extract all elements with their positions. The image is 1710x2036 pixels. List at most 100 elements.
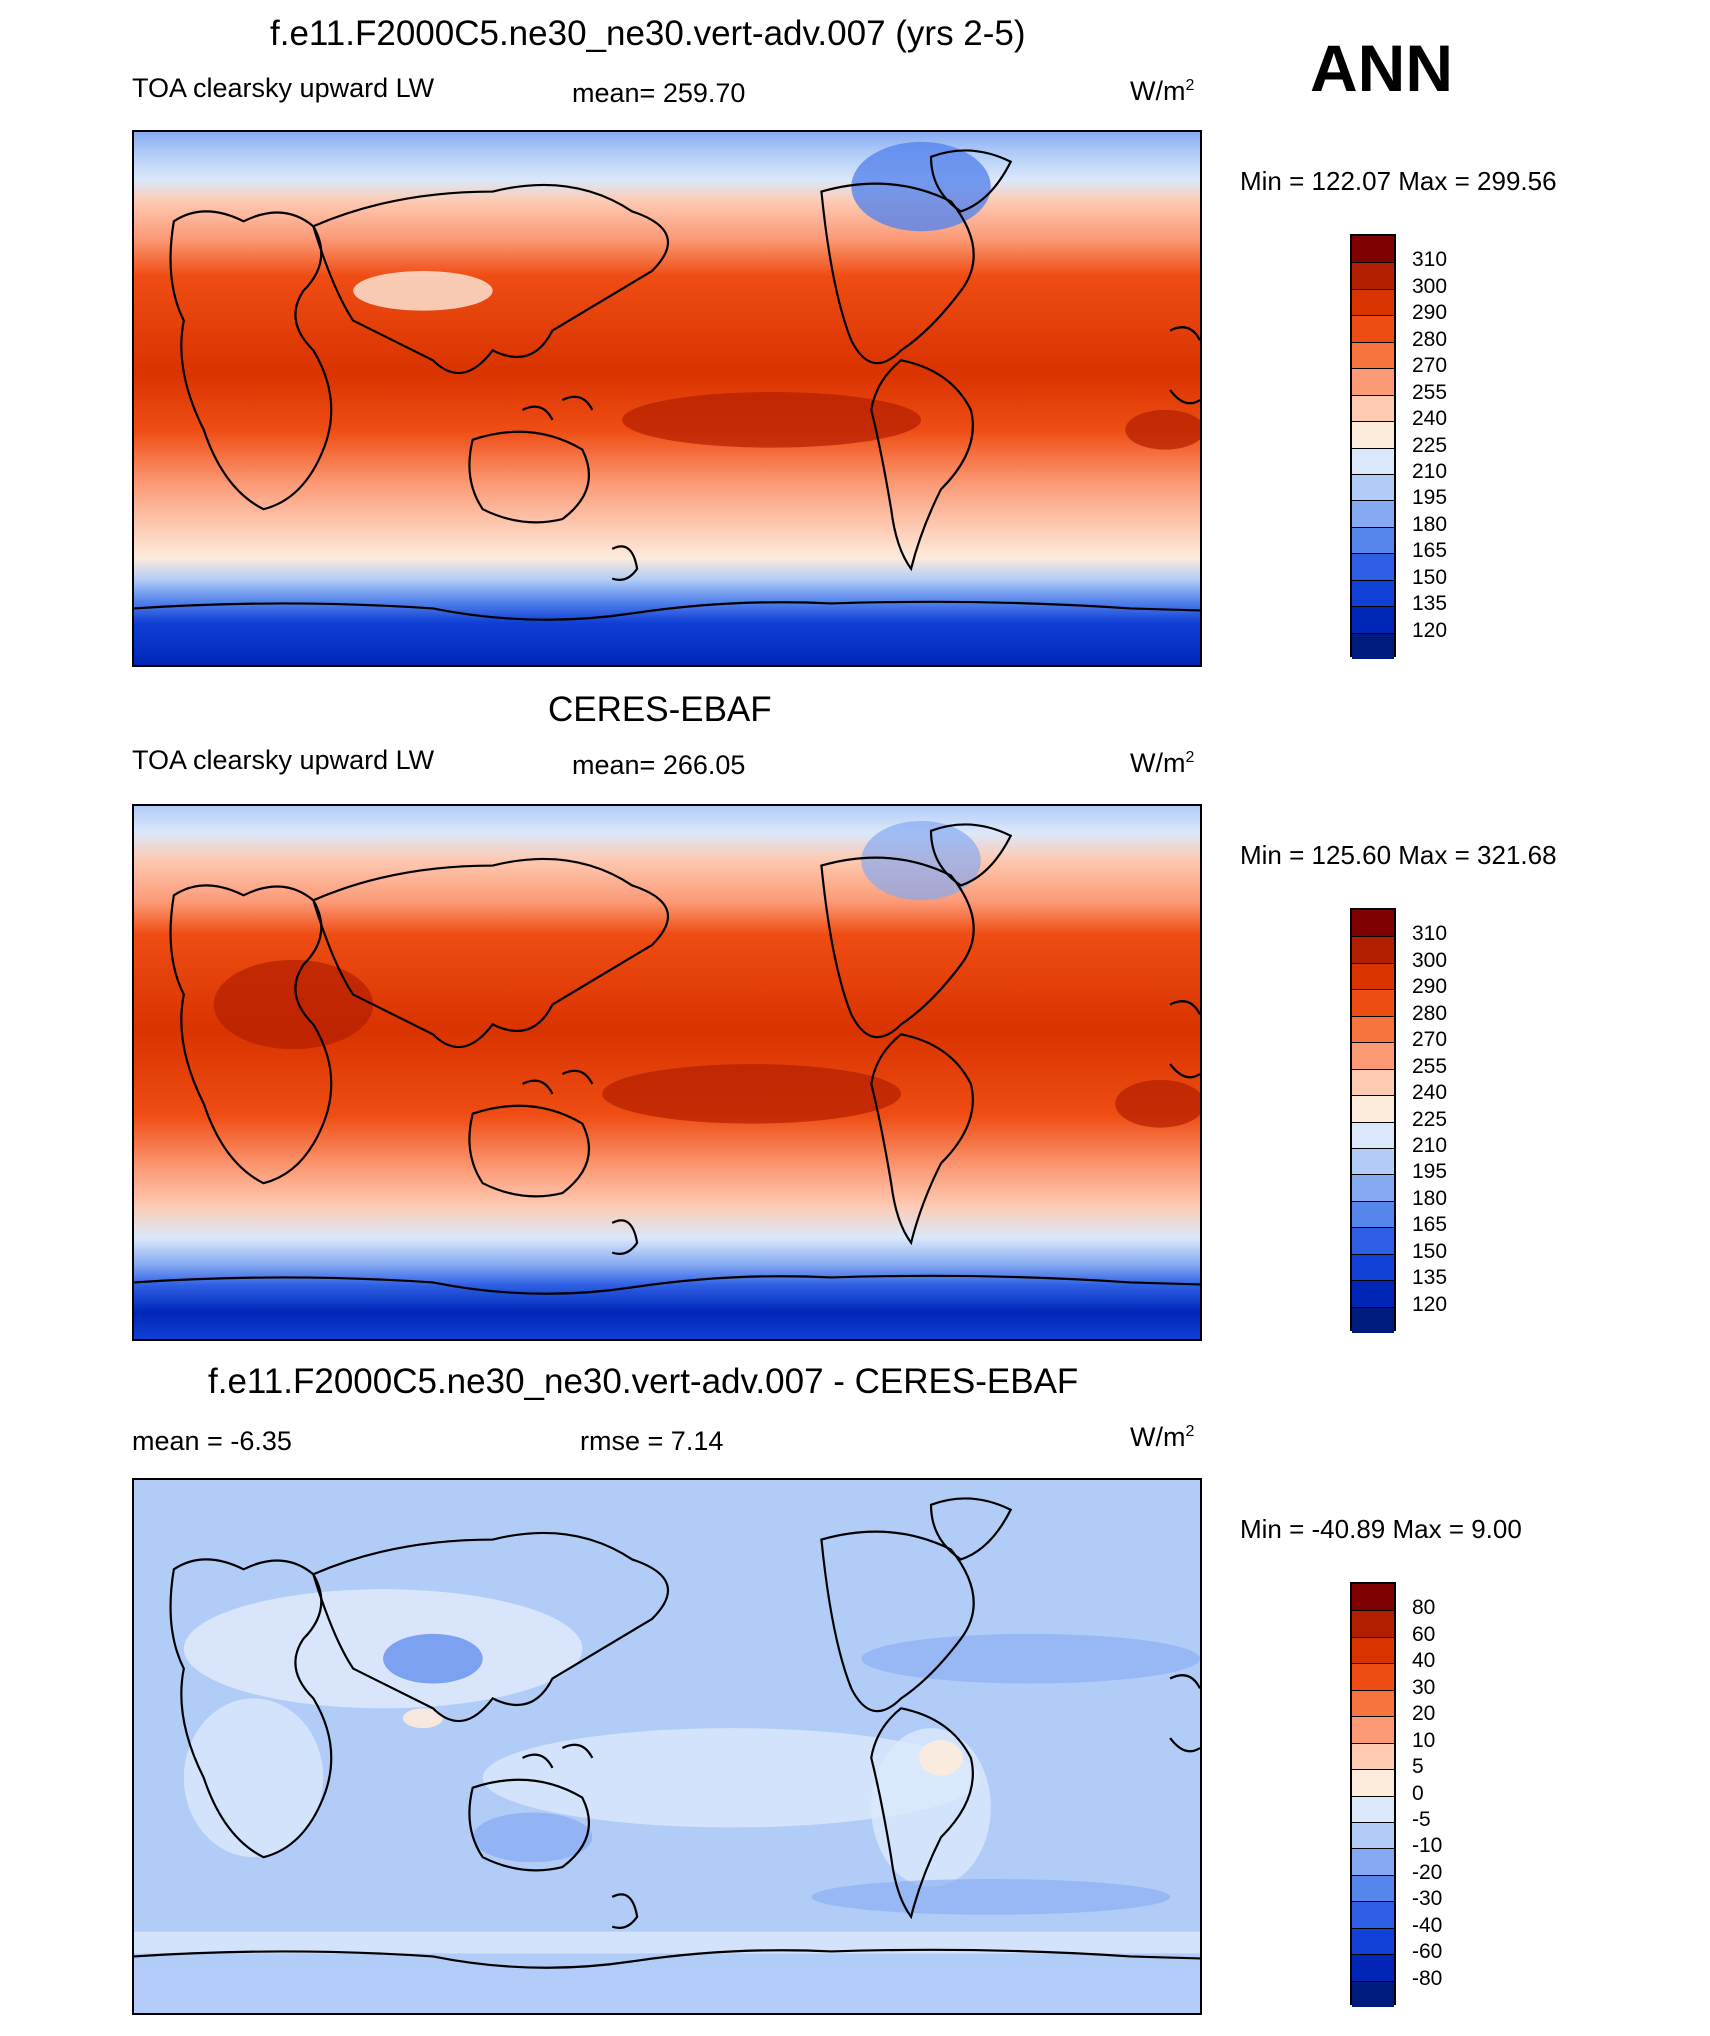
colorbar-segment: [1352, 1848, 1394, 1875]
colorbar-segment: [1352, 526, 1394, 554]
colorbar-tick-label: 60: [1412, 1622, 1436, 1646]
colorbar-tick-label: 290: [1412, 301, 1448, 325]
colorbar-tick-label: -80: [1412, 1966, 1443, 1990]
colorbar-tick-label: 80: [1412, 1596, 1436, 1620]
colorbar-tick-label: 165: [1412, 539, 1448, 563]
panel2-minmax: Min = 125.60 Max = 321.68: [1240, 840, 1557, 870]
panel1-colorbar: [1350, 234, 1396, 659]
colorbar-segment: [1352, 1663, 1394, 1690]
colorbar-tick-label: 280: [1412, 327, 1448, 351]
colorbar-tick-label: -20: [1412, 1860, 1443, 1884]
colorbar-segment: [1352, 1901, 1394, 1928]
panel1-mean-value: 259.70: [662, 78, 746, 108]
colorbar-segment: [1352, 553, 1394, 580]
panel3-units: W/m2: [1130, 1422, 1194, 1453]
colorbar-tick-label: 20: [1412, 1702, 1436, 1726]
colorbar-tick-label: 10: [1412, 1728, 1436, 1752]
colorbar-segment: [1352, 1927, 1394, 1955]
colorbar-segment: [1352, 579, 1394, 607]
panel3-rmse-value: 7.14: [670, 1426, 724, 1456]
colorbar-tick-label: 5: [1412, 1755, 1424, 1779]
colorbar-segment: [1352, 1227, 1394, 1254]
colorbar-tick-label: 180: [1412, 1186, 1448, 1210]
colorbar-segment: [1352, 1015, 1394, 1043]
colorbar-segment: [1352, 1042, 1394, 1069]
colorbar-tick-label: 120: [1412, 1292, 1448, 1316]
colorbar-segment: [1352, 500, 1394, 527]
colorbar-tick-label: 300: [1412, 948, 1448, 972]
colorbar-tick-label: 225: [1412, 1107, 1448, 1131]
colorbar-tick-label: 30: [1412, 1675, 1436, 1699]
colorbar-tick-label: 270: [1412, 1028, 1448, 1052]
colorbar-segment: [1352, 1095, 1394, 1122]
panel2-mean-label: mean=: [572, 750, 656, 780]
panel2-mean: mean= 266.05: [572, 750, 745, 781]
colorbar-segment: [1352, 1954, 1394, 1981]
colorbar-tick-label: 210: [1412, 1133, 1448, 1157]
colorbar-segment: [1352, 288, 1394, 316]
colorbar-tick-label: 255: [1412, 1054, 1448, 1078]
colorbar-tick-label: 150: [1412, 565, 1448, 589]
panel2-title: CERES-EBAF: [548, 690, 772, 729]
units-sup: 2: [1185, 77, 1195, 94]
colorbar-segment: [1352, 1795, 1394, 1822]
colorbar-segment: [1352, 606, 1394, 633]
colorbar-segment: [1352, 1636, 1394, 1664]
colorbar-tick-label: 195: [1412, 486, 1448, 510]
colorbar-segment: [1352, 341, 1394, 369]
units-text: W/m: [1130, 748, 1186, 778]
panel2-units: W/m2: [1130, 748, 1194, 779]
colorbar-segment: [1352, 447, 1394, 474]
colorbar-segment: [1352, 1280, 1394, 1307]
panel3-colorbar: [1350, 1582, 1396, 2007]
panel2-colorbar: [1350, 908, 1396, 1333]
panel3-mean: mean = -6.35: [132, 1426, 292, 1457]
colorbar-segment: [1352, 1980, 1394, 2007]
panel1-mean: mean= 259.70: [572, 78, 745, 109]
colorbar-tick-label: 40: [1412, 1649, 1436, 1673]
colorbar-segment: [1352, 1200, 1394, 1228]
colorbar-segment: [1352, 421, 1394, 448]
panel1-title: f.e11.F2000C5.ne30_ne30.vert-adv.007 (yr…: [270, 14, 1026, 53]
panel3-title: f.e11.F2000C5.ne30_ne30.vert-adv.007 - C…: [208, 1362, 1079, 1401]
colorbar-tick-label: 195: [1412, 1160, 1448, 1184]
panel3-mean-value: -6.35: [230, 1426, 292, 1456]
colorbar-tick-label: 225: [1412, 433, 1448, 457]
panel1-mean-label: mean=: [572, 78, 656, 108]
colorbar-tick-label: -5: [1412, 1807, 1431, 1831]
colorbar-tick-label: 135: [1412, 592, 1448, 616]
colorbar-tick-label: 240: [1412, 407, 1448, 431]
colorbar-segment: [1352, 1147, 1394, 1175]
colorbar-tick-label: -10: [1412, 1834, 1443, 1858]
colorbar-segment: [1352, 989, 1394, 1016]
colorbar-segment: [1352, 1068, 1394, 1096]
units-sup: 2: [1185, 749, 1195, 766]
panel3-rmse-label: rmse =: [580, 1426, 664, 1456]
colorbar-tick-label: 310: [1412, 248, 1448, 272]
colorbar-segment: [1352, 910, 1394, 937]
colorbar-segment: [1352, 1689, 1394, 1717]
units-text: W/m: [1130, 1422, 1186, 1452]
colorbar-segment: [1352, 1716, 1394, 1743]
colorbar-tick-label: 280: [1412, 1001, 1448, 1025]
panel1-units: W/m2: [1130, 76, 1194, 107]
colorbar-tick-label: 150: [1412, 1239, 1448, 1263]
panel3-minmax: Min = -40.89 Max = 9.00: [1240, 1514, 1522, 1544]
panel1-minmax: Min = 122.07 Max = 299.56: [1240, 166, 1557, 196]
colorbar-segment: [1352, 236, 1394, 263]
colorbar-segment: [1352, 632, 1394, 659]
colorbar-segment: [1352, 1874, 1394, 1902]
colorbar-tick-label: -60: [1412, 1940, 1443, 1964]
colorbar-segment: [1352, 962, 1394, 990]
colorbar-tick-label: 255: [1412, 380, 1448, 404]
colorbar-segment: [1352, 1306, 1394, 1333]
units-sup: 2: [1185, 1423, 1195, 1440]
colorbar-segment: [1352, 1821, 1394, 1849]
season-label: ANN: [1310, 31, 1453, 105]
colorbar-segment: [1352, 1584, 1394, 1611]
colorbar-segment: [1352, 368, 1394, 395]
panel2-map: [132, 804, 1202, 1341]
panel3-rmse: rmse = 7.14: [580, 1426, 723, 1457]
colorbar-segment: [1352, 936, 1394, 963]
colorbar-tick-label: 180: [1412, 512, 1448, 536]
